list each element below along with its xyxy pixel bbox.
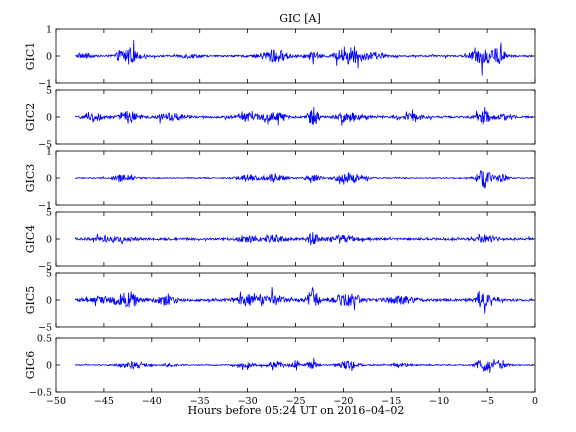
y-tick-label: 0 bbox=[46, 174, 52, 185]
figure-title: GIC [A] bbox=[279, 12, 321, 25]
y-axis-label-gic5: GIC5 bbox=[24, 286, 37, 315]
y-tick-label: 5 bbox=[46, 208, 52, 219]
panel-gic1: −1 0 1 GIC1 bbox=[24, 25, 536, 90]
x-tick-label: −15 bbox=[381, 396, 401, 407]
x-axis-label: Hours before 05:24 UT on 2016–04–02 bbox=[188, 404, 405, 417]
x-tick-label: −40 bbox=[142, 396, 162, 407]
y-tick-label: 5 bbox=[46, 269, 52, 280]
y-tick-label: −5 bbox=[38, 262, 52, 273]
x-tick-label: −25 bbox=[285, 396, 305, 407]
y-tick-label: 0.5 bbox=[37, 334, 52, 345]
x-tick-label: −35 bbox=[190, 396, 210, 407]
panels: −101GIC1−505GIC2−101GIC3−505GIC4−505GIC5… bbox=[24, 25, 536, 399]
y-tick-label: 1 bbox=[46, 147, 52, 158]
y-tick-label: −1 bbox=[38, 79, 52, 90]
series-line-gic4 bbox=[74, 232, 534, 246]
series-line-gic6 bbox=[74, 357, 534, 374]
y-axis-label-gic3: GIC3 bbox=[24, 164, 37, 193]
x-tick-label: −45 bbox=[94, 396, 114, 407]
x-axis: −50 −45 −40 −35 −30 −25 −20 −15 −10 −5 0 bbox=[46, 396, 538, 407]
y-tick-label: 0 bbox=[46, 235, 52, 246]
y-tick-label: 0 bbox=[46, 113, 52, 124]
panel-gic5: −5 0 5 GIC5 bbox=[24, 269, 536, 334]
x-tick-label: −20 bbox=[333, 396, 353, 407]
panel-gic2: −5 0 5 GIC2 bbox=[24, 86, 536, 151]
series-line-gic2 bbox=[74, 106, 534, 126]
series-line-gic3 bbox=[74, 170, 534, 189]
y-tick-label: 0 bbox=[46, 52, 52, 63]
series-line-gic1 bbox=[75, 39, 534, 76]
y-tick-label: 1 bbox=[46, 25, 52, 36]
y-tick-label: −5 bbox=[38, 140, 52, 151]
x-tick-label: −10 bbox=[429, 396, 449, 407]
y-tick-label: 0 bbox=[46, 296, 52, 307]
series-line-gic5 bbox=[74, 286, 534, 314]
y-axis-label-gic6: GIC6 bbox=[24, 351, 37, 380]
y-tick-label: −5 bbox=[38, 323, 52, 334]
y-axis-label-gic1: GIC1 bbox=[24, 42, 37, 71]
x-tick-label: −5 bbox=[480, 396, 494, 407]
panel-gic3: −1 0 1 GIC3 bbox=[24, 147, 536, 212]
y-tick-label: −0.5 bbox=[29, 388, 52, 399]
y-tick-label: 5 bbox=[46, 86, 52, 97]
x-tick-label: 0 bbox=[532, 396, 538, 407]
y-tick-label: −1 bbox=[38, 201, 52, 212]
x-tick-label: −30 bbox=[238, 396, 258, 407]
y-tick-label: 0 bbox=[46, 361, 52, 372]
y-axis-label-gic4: GIC4 bbox=[24, 225, 37, 254]
panel-gic4: −5 0 5 GIC4 bbox=[24, 208, 536, 273]
y-axis-label-gic2: GIC2 bbox=[24, 103, 37, 132]
x-tick-label: −50 bbox=[46, 396, 66, 407]
